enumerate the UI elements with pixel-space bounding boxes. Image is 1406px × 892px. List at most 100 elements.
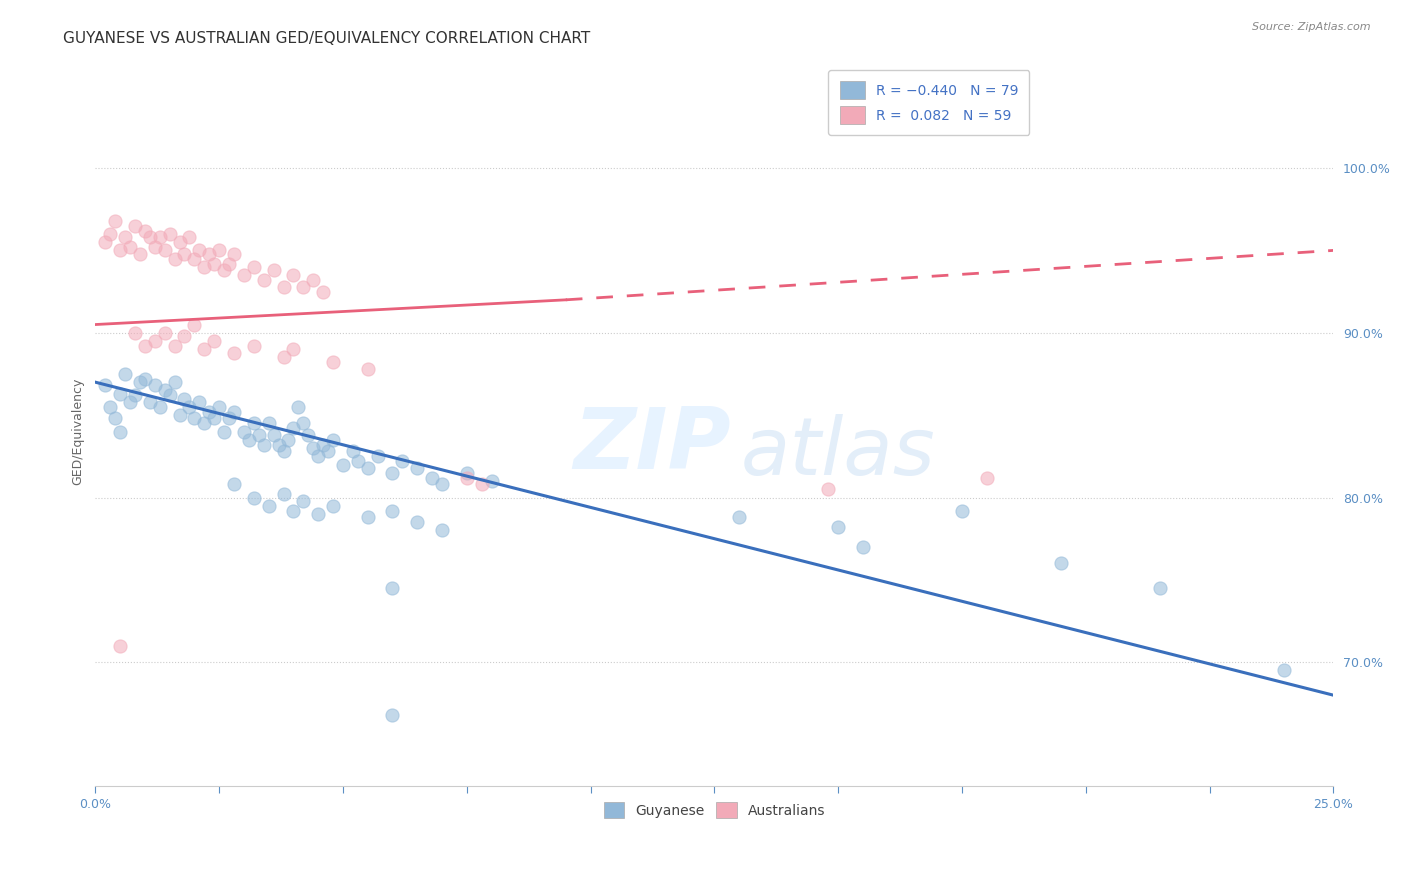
Point	[257, 417, 280, 431]
Point	[817, 483, 839, 497]
Point	[129, 375, 152, 389]
Point	[357, 362, 380, 376]
Point	[108, 639, 131, 653]
Y-axis label: GED/Equivalency: GED/Equivalency	[72, 378, 84, 485]
Point	[302, 273, 325, 287]
Point	[287, 400, 309, 414]
Point	[430, 477, 453, 491]
Point	[950, 504, 973, 518]
Point	[104, 213, 127, 227]
Point	[243, 491, 266, 505]
Point	[153, 384, 176, 398]
Point	[471, 477, 494, 491]
Point	[124, 219, 146, 233]
Point	[307, 507, 329, 521]
Point	[238, 433, 260, 447]
Point	[322, 355, 344, 369]
Point	[381, 581, 404, 595]
Point	[143, 240, 166, 254]
Point	[283, 343, 305, 357]
Point	[232, 268, 254, 282]
Point	[232, 425, 254, 439]
Point	[253, 273, 276, 287]
Point	[98, 227, 121, 241]
Point	[222, 345, 245, 359]
Point	[253, 438, 276, 452]
Point	[273, 351, 295, 365]
Point	[430, 524, 453, 538]
Point	[179, 400, 201, 414]
Point	[346, 454, 368, 468]
Point	[118, 395, 141, 409]
Point	[243, 339, 266, 353]
Point	[406, 515, 429, 529]
Point	[169, 408, 191, 422]
Point	[163, 339, 186, 353]
Point	[267, 438, 290, 452]
Point	[283, 504, 305, 518]
Point	[104, 411, 127, 425]
Point	[114, 230, 136, 244]
Point	[114, 367, 136, 381]
Point	[118, 240, 141, 254]
Point	[481, 474, 503, 488]
Point	[218, 256, 240, 270]
Point	[108, 386, 131, 401]
Point	[728, 510, 751, 524]
Point	[169, 235, 191, 249]
Point	[163, 252, 186, 266]
Point	[302, 441, 325, 455]
Point	[153, 244, 176, 258]
Point	[297, 428, 319, 442]
Point	[202, 256, 225, 270]
Point	[976, 471, 998, 485]
Point	[283, 268, 305, 282]
Text: GUYANESE VS AUSTRALIAN GED/EQUIVALENCY CORRELATION CHART: GUYANESE VS AUSTRALIAN GED/EQUIVALENCY C…	[63, 31, 591, 46]
Point	[283, 421, 305, 435]
Point	[124, 388, 146, 402]
Point	[222, 246, 245, 260]
Point	[292, 417, 315, 431]
Point	[247, 428, 270, 442]
Point	[316, 444, 339, 458]
Point	[1050, 557, 1073, 571]
Point	[173, 246, 195, 260]
Point	[307, 450, 329, 464]
Point	[193, 417, 215, 431]
Point	[124, 326, 146, 340]
Point	[391, 454, 413, 468]
Text: atlas: atlas	[741, 414, 935, 491]
Point	[193, 260, 215, 274]
Point	[108, 425, 131, 439]
Point	[322, 499, 344, 513]
Point	[367, 450, 389, 464]
Point	[98, 400, 121, 414]
Point	[1272, 664, 1295, 678]
Point	[381, 504, 404, 518]
Point	[277, 433, 299, 447]
Point	[198, 246, 221, 260]
Point	[153, 326, 176, 340]
Point	[243, 260, 266, 274]
Point	[183, 252, 205, 266]
Point	[163, 375, 186, 389]
Point	[263, 428, 285, 442]
Point	[381, 466, 404, 480]
Point	[143, 334, 166, 348]
Point	[173, 329, 195, 343]
Point	[208, 400, 231, 414]
Point	[134, 224, 156, 238]
Point	[134, 372, 156, 386]
Point	[322, 433, 344, 447]
Point	[193, 343, 215, 357]
Point	[243, 417, 266, 431]
Point	[273, 279, 295, 293]
Point	[852, 540, 875, 554]
Text: Source: ZipAtlas.com: Source: ZipAtlas.com	[1253, 22, 1371, 32]
Point	[129, 246, 152, 260]
Point	[406, 460, 429, 475]
Point	[827, 520, 849, 534]
Point	[292, 493, 315, 508]
Point	[149, 400, 172, 414]
Point	[139, 395, 162, 409]
